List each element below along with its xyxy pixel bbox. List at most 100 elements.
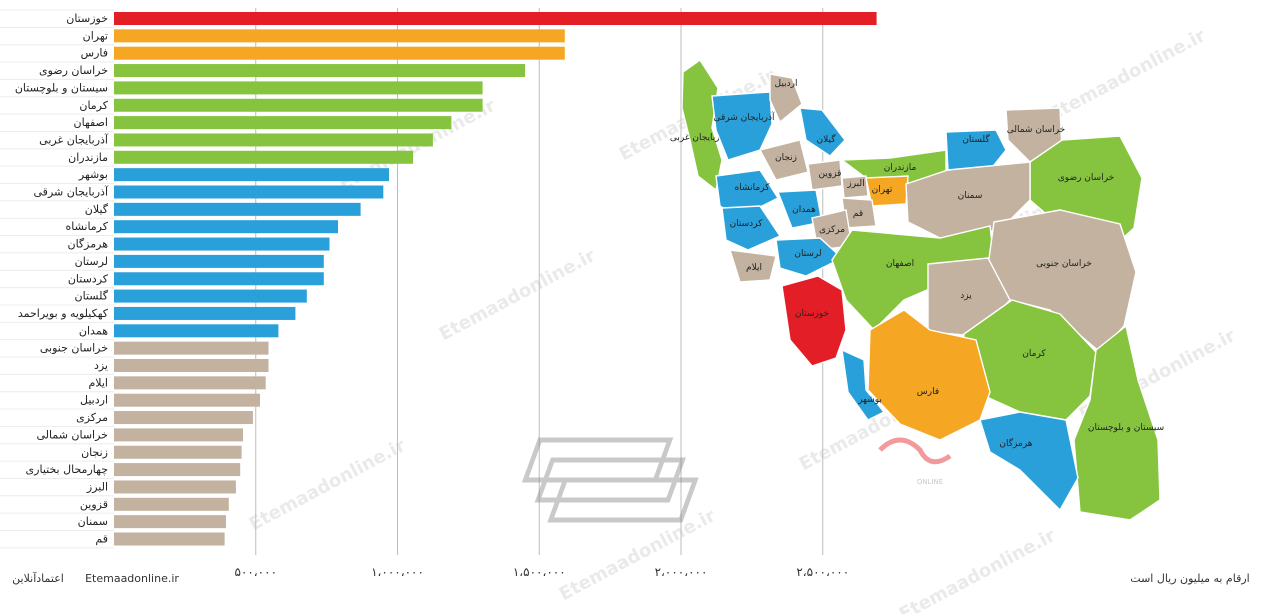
bar — [114, 46, 565, 60]
map-region-label: گلستان — [962, 133, 990, 145]
category-label: قم — [95, 533, 108, 546]
category-label: خوزستان — [66, 12, 108, 25]
map-region-label: سمنان — [958, 191, 983, 201]
map-region — [799, 107, 846, 157]
bar — [114, 393, 260, 407]
category-label: فارس — [81, 47, 108, 60]
bar — [114, 324, 279, 338]
category-label: گیلان — [85, 203, 109, 216]
map-region-label: خوزستان — [795, 309, 829, 319]
map-region — [905, 161, 1031, 239]
map-region-label: بوشهر — [857, 395, 882, 405]
bar — [114, 515, 226, 529]
map-region-label: کرمانشاه — [735, 183, 771, 193]
bar — [114, 81, 483, 95]
map-region-label: آذربایجان غربی — [670, 131, 727, 143]
watermark-text: Etemaadonline.ir — [436, 245, 599, 345]
map-region — [867, 309, 991, 441]
map-region — [1073, 324, 1161, 521]
unit-note: ارقام به میلیون ریال است — [1130, 572, 1249, 585]
map-region — [775, 237, 844, 277]
map-region-label: اردبیل — [775, 79, 798, 89]
map-region-label: زنجان — [775, 153, 797, 163]
map-region-label: هرمزگان — [999, 437, 1032, 449]
x-tick-label: ۱،۵۰۰،۰۰۰ — [513, 565, 566, 579]
category-label: خراسان جنوبی — [40, 342, 108, 355]
bar — [114, 463, 241, 477]
logo-text: ONLINE — [917, 478, 943, 486]
category-label: اصفهان — [74, 116, 108, 129]
x-tick-label: ۱،۰۰۰،۰۰۰ — [371, 565, 424, 579]
map-region-label: کردستان — [730, 219, 764, 229]
map-region — [831, 225, 995, 332]
category-label: کهکیلویه و بویراحمد — [18, 307, 109, 320]
category-label: سمنان — [78, 515, 108, 528]
map-region-label: کرمان — [1022, 349, 1046, 359]
map-region-label: قم — [853, 209, 863, 219]
watermark-text: Etemaadonline.ir — [896, 525, 1059, 614]
bar — [114, 29, 565, 43]
map-region-label: البرز — [846, 179, 864, 189]
map-region — [807, 159, 843, 191]
category-label: تهران — [83, 29, 108, 42]
x-tick-label: ۲،۵۰۰،۰۰۰ — [796, 565, 849, 579]
bar — [114, 359, 269, 372]
map-region-label: لرستان — [794, 249, 821, 259]
map-region — [769, 73, 803, 124]
category-label: مرکزی — [76, 411, 108, 424]
bar — [114, 341, 269, 355]
category-label: گلستان — [75, 290, 109, 303]
bar — [114, 254, 324, 268]
category-label: آذربایجان غربی — [39, 132, 109, 146]
map-region — [729, 249, 777, 283]
bar — [114, 220, 338, 234]
footer-site[interactable]: Etemaadonline.ir — [85, 572, 179, 585]
bar — [114, 202, 361, 216]
category-label: زنجان — [81, 446, 108, 459]
map-region-label: قزوین — [819, 169, 842, 179]
etemad-logo-icon: ONLINE — [521, 437, 952, 523]
iran-province-map: آذربایجان غربی آذربایجان شرقی اردبیل گیلان ز… — [521, 59, 1164, 523]
category-label: لرستان — [75, 255, 108, 268]
map-region — [758, 139, 809, 181]
map-region-label: خراسان شمالی — [1007, 125, 1066, 135]
category-label: سیستان و بلوچستان — [15, 81, 108, 94]
x-axis-ticks: ۵۰۰،۰۰۰ ۱،۰۰۰،۰۰۰ ۱،۵۰۰،۰۰۰ ۲،۰۰۰،۰۰۰ ۲،۵۰۰،… — [234, 565, 849, 579]
category-label: یزد — [94, 359, 108, 372]
category-label: چهارمحال بختیاری — [26, 463, 108, 476]
map-region-label: مازندران — [884, 163, 917, 173]
bar — [114, 411, 253, 425]
map-region-label: سیستان و بلوچستان — [1088, 423, 1164, 433]
category-labels: خوزستان تهران فارس خراسان رضوی سیستان و بلوچ… — [15, 12, 109, 546]
watermark-text: Etemaadonline.ir — [1046, 25, 1209, 125]
map-region — [841, 175, 869, 199]
bar — [114, 133, 433, 147]
map-region-label: خراسان رضوی — [1058, 173, 1114, 183]
bars-layer — [114, 12, 877, 546]
map-region-label: گیلان — [817, 133, 837, 145]
bar — [114, 168, 389, 182]
map-region-label: تهران — [872, 185, 893, 195]
map-region-label: ایلام — [746, 263, 762, 273]
x-tick-label: ۲،۰۰۰،۰۰۰ — [655, 565, 708, 579]
category-label: کردستان — [68, 272, 109, 285]
map-region-label: همدان — [792, 205, 816, 215]
map-region-label: مرکزی — [819, 225, 845, 235]
bar — [114, 497, 229, 511]
map-region — [841, 348, 886, 421]
bar — [114, 445, 242, 459]
bar — [114, 116, 452, 130]
category-label: هرمزگان — [68, 238, 109, 251]
bar — [114, 64, 526, 78]
bar — [114, 306, 296, 320]
map-region-label: آذربایجان شرقی — [714, 111, 775, 123]
category-label: ایلام — [89, 376, 109, 389]
map-region-label: اصفهان — [886, 259, 914, 269]
category-label: البرز — [86, 480, 108, 493]
category-label: همدان — [79, 324, 108, 337]
map-region — [781, 275, 847, 367]
bar — [114, 480, 236, 494]
map-region-label: خراسان جنوبی — [1036, 259, 1092, 269]
category-label: اردبیل — [80, 394, 108, 407]
